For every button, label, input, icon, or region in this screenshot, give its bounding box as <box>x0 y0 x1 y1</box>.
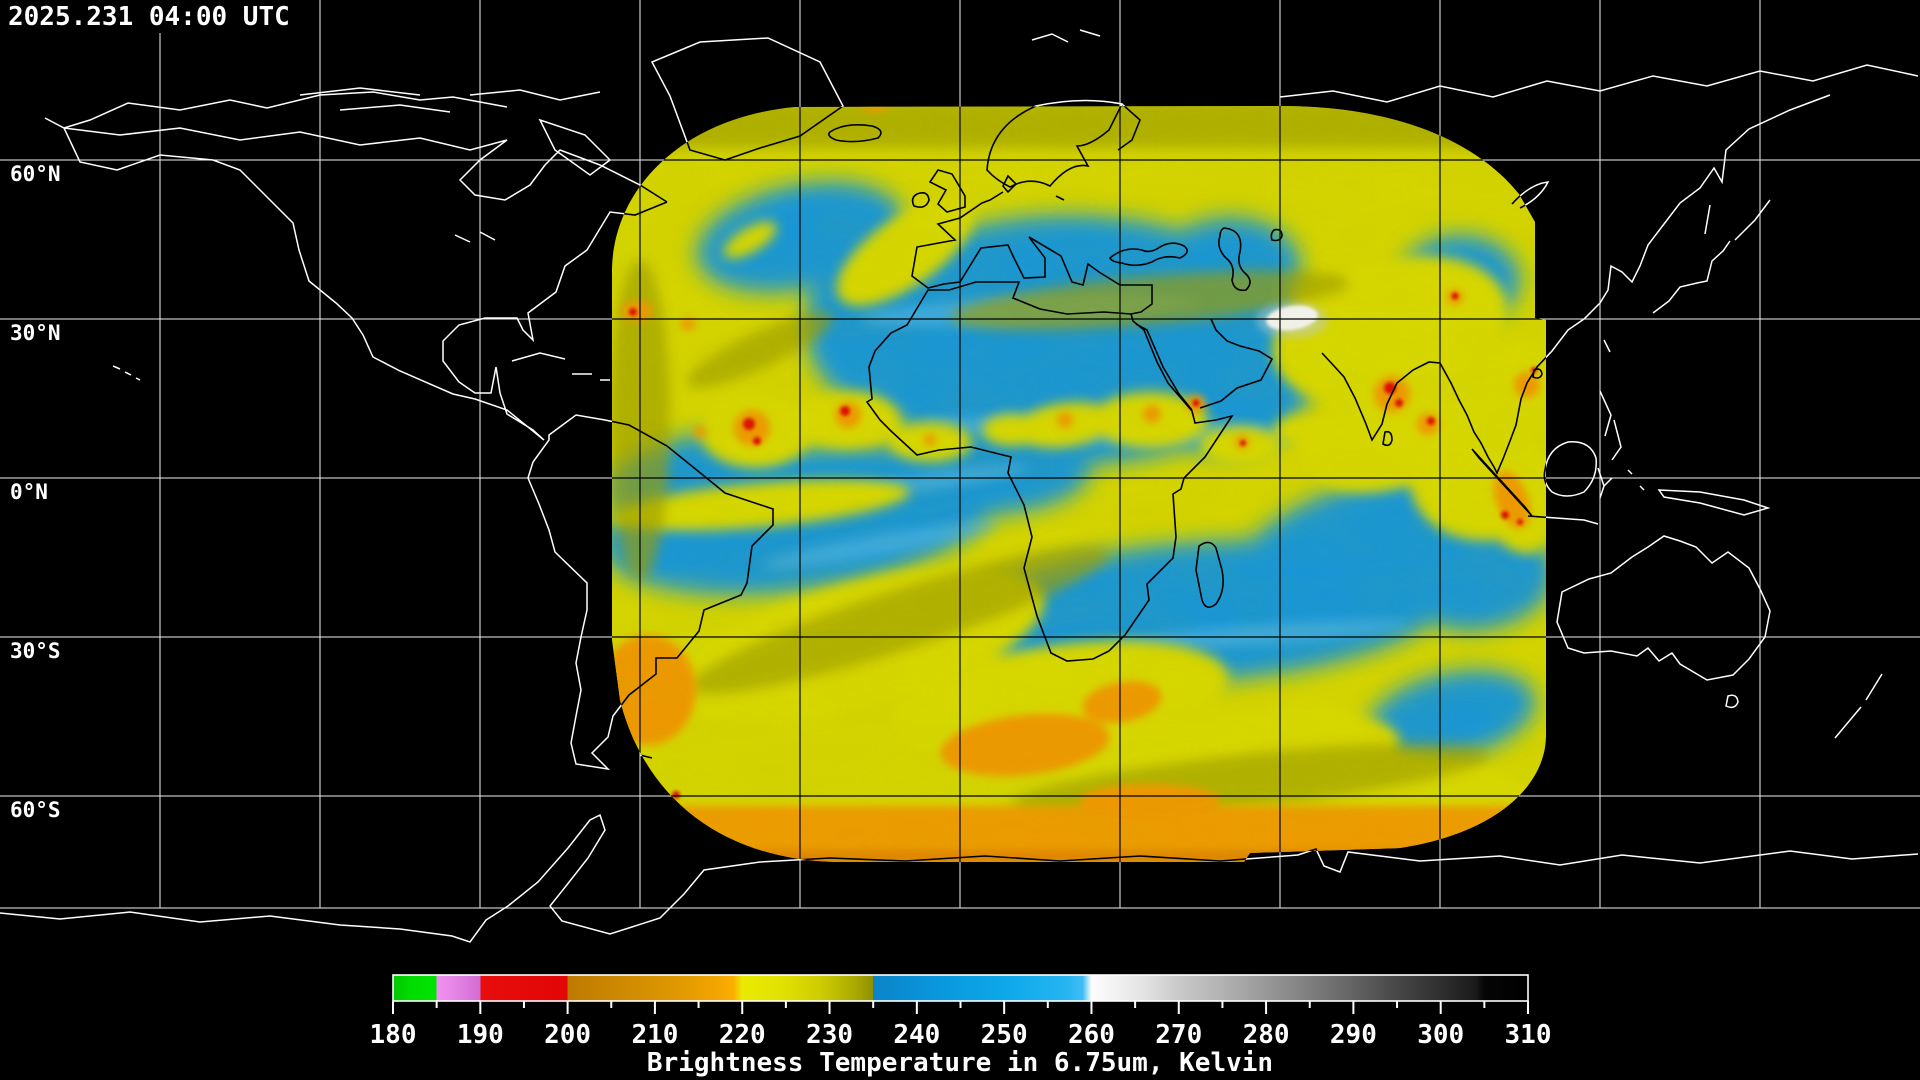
timestamp-label: 2025.231 04:00 UTC <box>8 2 290 32</box>
colorbar-tick-label: 200 <box>544 1020 591 1050</box>
colorbar-tick-label: 190 <box>457 1020 504 1050</box>
colorbar-tick-label: 250 <box>981 1020 1028 1050</box>
latitude-label-60s: 60°S <box>10 798 61 822</box>
colorbar-tick-label: 230 <box>806 1020 853 1050</box>
latitude-labels: 60°N 30°N 0°N 30°S 60°S <box>10 162 61 822</box>
timestamp-backdrop <box>0 0 310 33</box>
colorbar-title: Brightness Temperature in 6.75um, Kelvin <box>647 1048 1273 1078</box>
graticule-inside <box>612 106 1546 862</box>
latitude-label-60n: 60°N <box>10 162 61 186</box>
colorbar-tick-label: 240 <box>893 1020 940 1050</box>
colorbar-tick-label: 270 <box>1155 1020 1202 1050</box>
colorbar-tick-label: 300 <box>1417 1020 1464 1050</box>
colorbar-tick-label: 220 <box>719 1020 766 1050</box>
satellite-footprint <box>612 106 1546 862</box>
cloud-texture <box>612 106 1546 862</box>
colorbar: 180 190 200 210 220 230 240 250 260 270 280 290 300 3… <box>370 974 1552 1078</box>
colorbar-tick-label: 180 <box>370 1020 417 1050</box>
colorbar-tick-label: 260 <box>1068 1020 1115 1050</box>
colorbar-tick-label: 210 <box>631 1020 678 1050</box>
colorbar-tick-label: 280 <box>1243 1020 1290 1050</box>
latitude-label-0n: 0°N <box>10 480 48 504</box>
colorbar-gradient-strip <box>392 974 1529 1002</box>
latitude-label-30n: 30°N <box>10 321 61 345</box>
colorbar-tick-label: 290 <box>1330 1020 1377 1050</box>
colorbar-tick-labels: 180 190 200 210 220 230 240 250 260 270 280 290 300 3… <box>370 1020 1552 1050</box>
colorbar-ticks <box>392 1001 1529 1014</box>
colorbar-tick-label: 310 <box>1505 1020 1552 1050</box>
latitude-label-30s: 30°S <box>10 639 61 663</box>
